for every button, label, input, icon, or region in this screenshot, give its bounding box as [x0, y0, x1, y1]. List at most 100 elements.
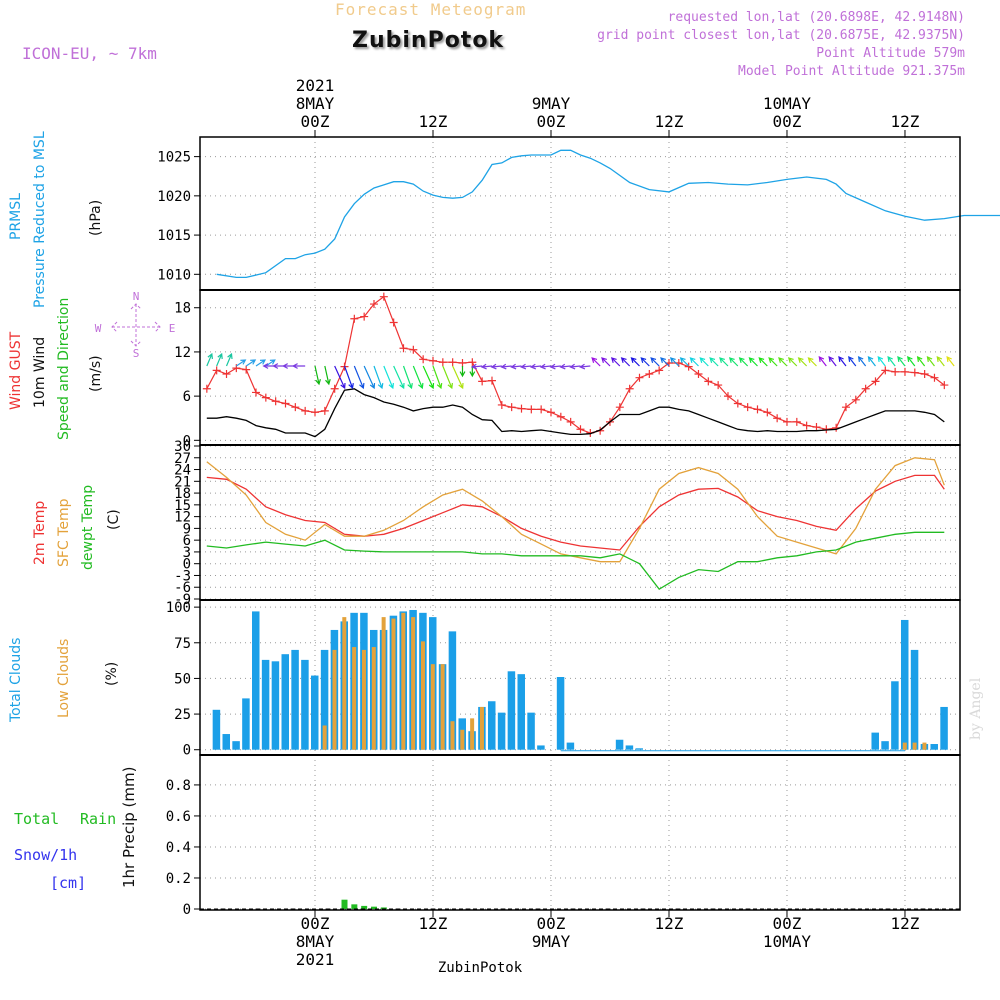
wind-gust-marker — [881, 366, 890, 375]
y-tick-label: -9 — [174, 592, 191, 608]
total-cloud-bar — [291, 649, 299, 750]
wind-gust-marker — [841, 403, 850, 412]
wind-arrow — [402, 365, 413, 390]
wind-gust-marker — [694, 370, 703, 379]
wind-gust-marker — [517, 404, 526, 413]
wind-gust-marker — [311, 408, 319, 417]
total-cloud-bar — [311, 675, 319, 750]
wind-gust-marker — [330, 384, 339, 393]
wind-gust-marker — [202, 384, 211, 393]
total-cloud-bar — [537, 745, 545, 750]
y-tick-label: 1010 — [157, 267, 191, 283]
wind-arrow — [728, 357, 739, 367]
y-tick-label: 0.4 — [166, 840, 191, 856]
y-tick-label: 12 — [174, 510, 191, 526]
wind-arrow — [610, 357, 621, 367]
wind-gust-marker — [743, 403, 752, 412]
wind-gust-marker — [920, 370, 929, 379]
y-tick-label: 75 — [174, 636, 191, 652]
wind-arrow — [334, 365, 346, 390]
wind-arrow — [877, 356, 886, 367]
wind-arrow — [946, 356, 955, 367]
wind-arrow — [768, 357, 778, 367]
wind-gust-marker — [900, 367, 909, 376]
date-label-bottom: 9MAY — [532, 932, 571, 951]
wind-gust-marker — [773, 414, 782, 423]
y-tick-label: 15 — [174, 498, 191, 514]
sfc-temp-line — [206, 457, 945, 563]
wind-gust-marker — [566, 417, 575, 426]
wind-gust-marker — [478, 377, 487, 386]
y-tick-label: 9 — [183, 521, 191, 537]
chart-grid — [194, 130, 960, 917]
total-cloud-bar — [448, 631, 457, 750]
wind-arrow — [206, 352, 213, 367]
wind-arrow — [818, 356, 827, 367]
compass-w-label: W — [95, 322, 102, 335]
requested-coords: requested lon,lat (20.6898E, 42.9148N) — [667, 10, 965, 25]
total-cloud-bar — [271, 661, 280, 750]
wind-arrow — [601, 357, 611, 367]
grid-point-coords: grid point closest lon,lat (20.6875E, 42… — [597, 28, 965, 43]
low-cloud-bar — [371, 647, 376, 750]
panel-frame — [199, 754, 961, 911]
wind-gust-marker — [546, 408, 555, 417]
date-label-top: 10MAY — [763, 94, 812, 113]
rain-bar — [380, 907, 387, 909]
wind-gust-marker — [812, 423, 821, 432]
wind-arrow — [797, 357, 808, 367]
point-altitude: Point Altitude 579m — [816, 46, 965, 61]
total-cloud-bar — [222, 734, 231, 750]
rain-bar — [361, 905, 368, 909]
wind-arrow — [383, 365, 394, 390]
wind-arrow — [660, 357, 670, 367]
wind-gust-marker — [281, 399, 290, 408]
wind-arrow — [709, 357, 719, 367]
wind-arrow — [569, 363, 581, 370]
wind-arrow — [887, 356, 896, 367]
wind-arrow — [490, 363, 502, 370]
wind-gust-marker — [537, 405, 546, 414]
wind-arrow — [838, 356, 847, 367]
wind-gust-marker — [360, 312, 369, 321]
wind-arrow — [529, 363, 542, 370]
wind-arrow — [640, 357, 650, 367]
wind-gust-marker — [556, 412, 565, 421]
rain-label: Rain — [80, 810, 117, 828]
low-cloud-bar — [420, 641, 425, 750]
year-label-bottom: 2021 — [296, 950, 335, 969]
rain-bar — [351, 904, 358, 909]
y-tick-label: 0 — [183, 743, 191, 759]
total-cloud-bar — [320, 649, 329, 750]
wind-gust-marker — [802, 421, 811, 430]
low-cloud-bar — [322, 725, 327, 750]
y-tick-label: -6 — [174, 580, 191, 596]
wind-gust-marker — [497, 400, 506, 409]
wind-gust-marker — [763, 408, 772, 417]
total-cloud-bar — [261, 659, 270, 750]
wind-arrow — [245, 359, 257, 367]
total-cloud-bar — [487, 701, 496, 750]
wind-gust-marker — [910, 368, 919, 377]
total-cloud-bar — [527, 712, 535, 750]
y-tick-label: 0 — [183, 433, 191, 449]
wind-arrow — [432, 365, 443, 390]
wind-arrow — [848, 356, 857, 367]
y-tick-label: 50 — [174, 671, 191, 687]
wind-arrow — [255, 359, 267, 367]
wind-gust-marker — [389, 318, 398, 327]
wind-arrow — [324, 365, 331, 386]
y-tick-label: 30 — [174, 439, 191, 455]
total-cloud-bar — [556, 677, 565, 750]
wind-gust-marker — [782, 417, 791, 426]
wind-arrow — [807, 357, 817, 367]
low-cloud-bar — [912, 742, 917, 750]
total-cloud-bar — [517, 674, 525, 750]
y-tick-label: 12 — [174, 345, 191, 361]
wind-gust-marker — [753, 405, 762, 414]
compass-n-label: N — [133, 290, 140, 303]
wind-arrow — [630, 357, 640, 367]
y-tick-label: 18 — [174, 301, 191, 317]
y-tick-label: -3 — [174, 568, 191, 584]
low-cloud-bar — [430, 664, 435, 750]
